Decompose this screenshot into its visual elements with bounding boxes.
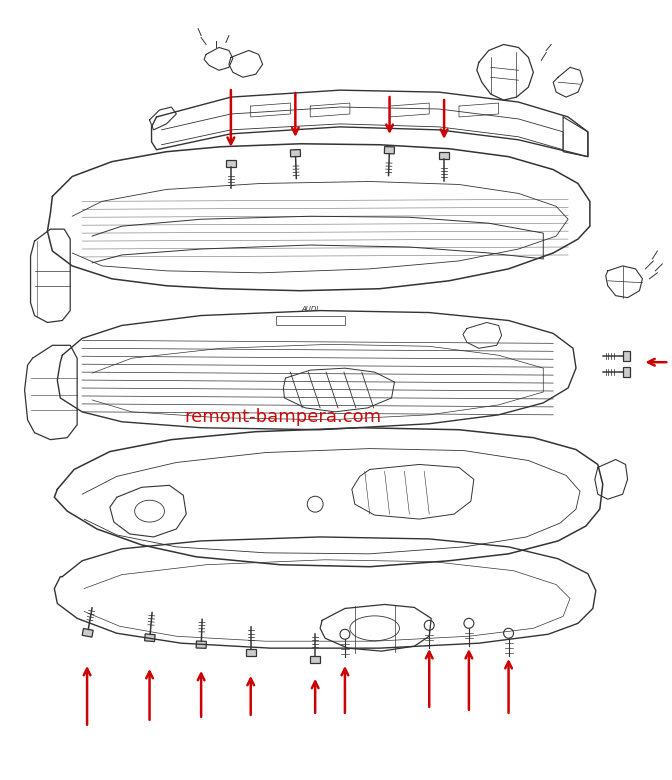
Text: remont-bampera.com: remont-bampera.com [184, 408, 381, 426]
Polygon shape [144, 634, 155, 642]
Polygon shape [623, 367, 630, 377]
Polygon shape [439, 151, 449, 158]
Polygon shape [246, 649, 255, 656]
Polygon shape [384, 147, 394, 154]
Polygon shape [82, 629, 93, 637]
Polygon shape [623, 351, 630, 361]
Text: AUDI: AUDI [302, 306, 319, 311]
Bar [276, 316, 345, 325]
Polygon shape [290, 150, 300, 157]
Polygon shape [196, 641, 206, 648]
Polygon shape [226, 160, 236, 167]
Polygon shape [310, 656, 320, 663]
